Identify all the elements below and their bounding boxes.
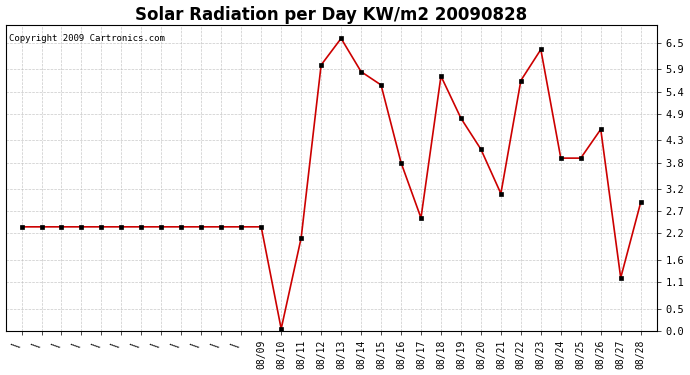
Title: Solar Radiation per Day KW/m2 20090828: Solar Radiation per Day KW/m2 20090828	[135, 6, 527, 24]
Text: Copyright 2009 Cartronics.com: Copyright 2009 Cartronics.com	[9, 34, 165, 43]
